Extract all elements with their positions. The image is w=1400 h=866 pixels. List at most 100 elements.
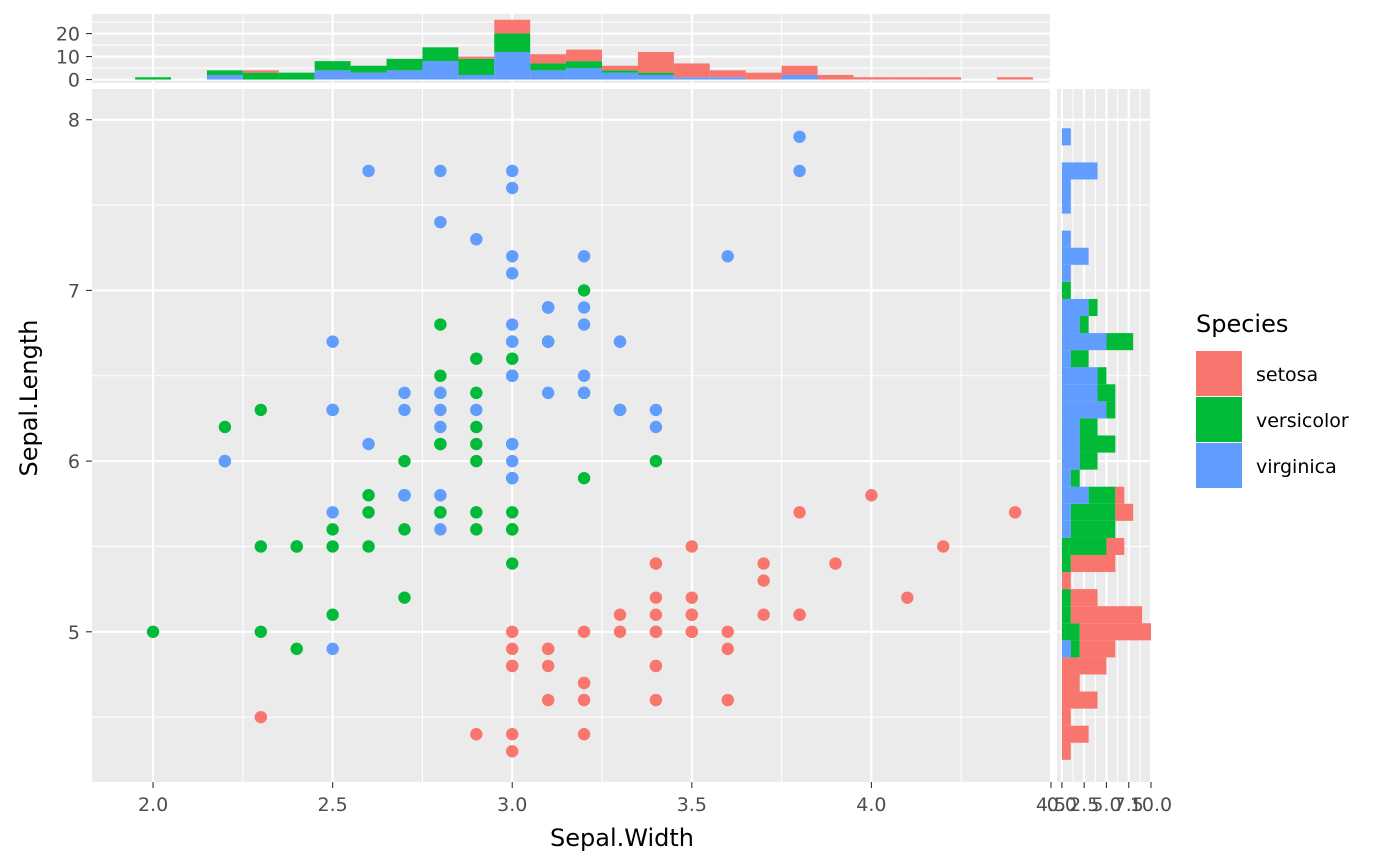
point-versicolor — [649, 454, 663, 468]
point-versicolor — [254, 540, 268, 553]
top-bar-virginica — [637, 74, 674, 80]
point-virginica — [506, 471, 519, 485]
top-bar-setosa — [602, 65, 638, 71]
point-versicolor — [506, 523, 519, 536]
top-bar-virginica — [314, 70, 351, 80]
y-tick-label: 6 — [68, 451, 80, 473]
legend-label-virginica: virginica — [1256, 456, 1337, 478]
right-x-tick-label: 2.5 — [1069, 794, 1099, 816]
point-versicolor — [577, 471, 591, 485]
point-setosa — [721, 642, 734, 656]
point-setosa — [649, 591, 663, 604]
point-setosa — [254, 710, 268, 724]
point-virginica — [541, 301, 555, 314]
top-bar-setosa — [925, 77, 962, 80]
point-virginica — [577, 386, 591, 400]
point-setosa — [757, 574, 770, 587]
x-tick-label: 3.0 — [497, 794, 527, 816]
y-tick-label: 8 — [68, 110, 80, 132]
right-x-tick-label: 7.5 — [1114, 794, 1144, 816]
point-virginica — [577, 369, 591, 382]
right-bar-versicolor — [1061, 606, 1071, 624]
top-bar-setosa — [745, 72, 782, 80]
x-tick-label: 3.5 — [677, 794, 707, 816]
top-bar-versicolor — [637, 72, 674, 75]
x-tick-label: 4.0 — [856, 794, 886, 816]
point-virginica — [506, 164, 519, 178]
point-setosa — [541, 642, 555, 656]
legend-item-virginica[interactable]: virginica — [1196, 443, 1337, 488]
top-bar-versicolor — [530, 63, 567, 71]
point-virginica — [470, 403, 483, 417]
point-virginica — [506, 454, 519, 468]
point-virginica — [506, 369, 519, 382]
right-bar-setosa — [1061, 708, 1071, 726]
point-setosa — [506, 625, 519, 638]
right-bar-virginica — [1061, 350, 1071, 368]
legend-item-setosa[interactable]: setosa — [1196, 351, 1318, 396]
right-bar-versicolor — [1106, 401, 1116, 419]
legend-title: Species — [1196, 310, 1288, 338]
top-bar-virginica — [494, 51, 531, 80]
top-bar-virginica — [386, 70, 423, 80]
legend-item-versicolor[interactable]: versicolor — [1196, 397, 1349, 442]
point-virginica — [434, 489, 447, 502]
right-bar-virginica — [1061, 486, 1089, 504]
point-virginica — [434, 523, 447, 536]
point-virginica — [506, 267, 519, 280]
point-setosa — [506, 728, 519, 741]
right-bar-virginica — [1061, 469, 1071, 487]
point-virginica — [398, 403, 411, 417]
right-bar-setosa — [1061, 725, 1089, 743]
top-bar-setosa — [494, 19, 531, 34]
point-versicolor — [326, 608, 339, 621]
top-y-tick-label: 20 — [56, 24, 80, 46]
top-bar-virginica — [566, 68, 603, 80]
point-setosa — [865, 489, 878, 502]
right-bar-versicolor — [1106, 333, 1134, 351]
right-x-tick-label: 5.0 — [1091, 794, 1121, 816]
point-versicolor — [146, 625, 160, 638]
point-setosa — [793, 506, 806, 519]
legend-label-setosa: setosa — [1256, 364, 1318, 386]
legend-label-versicolor: versicolor — [1256, 410, 1349, 432]
point-setosa — [577, 676, 591, 690]
right-bar-virginica — [1061, 247, 1089, 265]
point-setosa — [577, 693, 591, 707]
point-virginica — [506, 181, 519, 195]
point-setosa — [937, 540, 950, 553]
x-tick-label: 4.5 — [1036, 794, 1066, 816]
point-virginica — [721, 250, 734, 263]
right-bar-setosa — [1061, 572, 1071, 590]
right-bar-setosa — [1079, 623, 1151, 641]
point-setosa — [721, 693, 734, 707]
top-bar-versicolor — [458, 58, 495, 75]
point-virginica — [793, 130, 806, 143]
point-setosa — [685, 625, 699, 638]
point-versicolor — [398, 591, 411, 604]
point-versicolor — [326, 540, 339, 553]
point-setosa — [649, 659, 663, 673]
point-virginica — [506, 437, 519, 451]
point-setosa — [649, 693, 663, 707]
point-versicolor — [290, 540, 303, 553]
top-bar-virginica — [422, 61, 459, 80]
right-bar-versicolor — [1061, 554, 1071, 573]
right-bar-virginica — [1061, 503, 1071, 521]
top-bar-setosa — [889, 77, 926, 80]
x-tick-label: 2.5 — [318, 794, 348, 816]
point-virginica — [218, 454, 232, 468]
point-versicolor — [470, 523, 483, 536]
right-bar-virginica — [1061, 333, 1107, 351]
legend: Species setosa versicolor virginica — [1196, 310, 1349, 488]
right-bar-virginica — [1061, 264, 1071, 282]
top-bar-virginica — [781, 74, 818, 80]
top-bar-virginica — [673, 77, 710, 80]
right-bar-setosa — [1115, 486, 1125, 504]
legend-key-versicolor — [1196, 397, 1242, 442]
top-bar-versicolor — [494, 33, 531, 52]
top-bar-setosa — [458, 56, 495, 59]
top-bar-versicolor — [278, 72, 315, 80]
point-virginica — [649, 403, 663, 417]
